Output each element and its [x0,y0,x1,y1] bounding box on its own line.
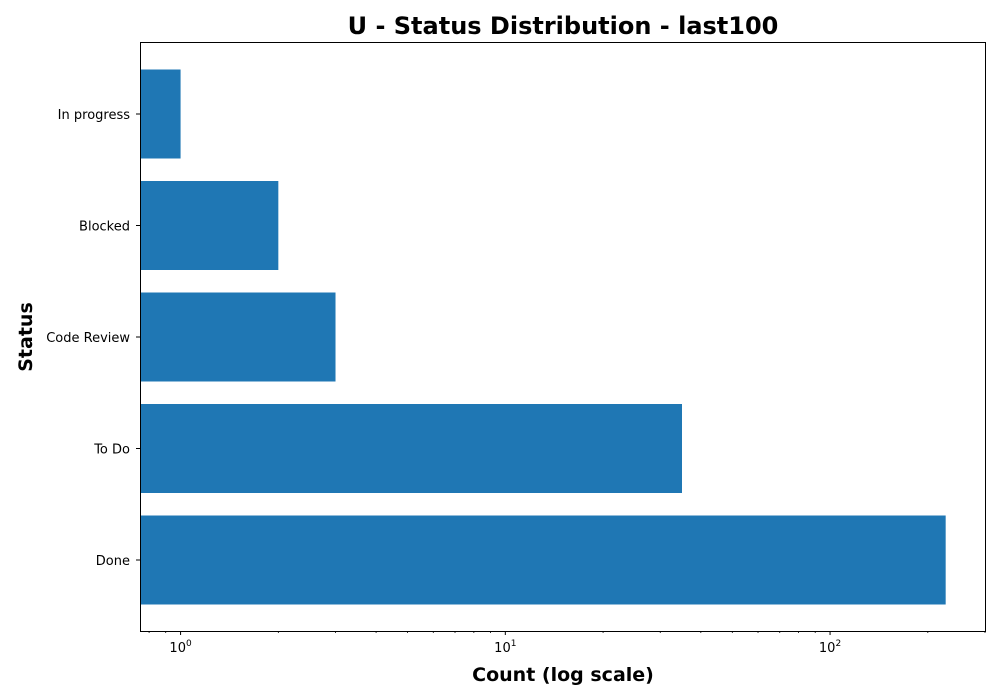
chart-title: U - Status Distribution - last100 [348,12,779,40]
plot-frame [140,42,986,632]
y-tick-label: Blocked [79,220,130,235]
bar-to-do [140,404,682,493]
x-tick-label: 101 [494,639,516,656]
y-axis-label: Status [15,302,37,372]
y-tick-label: In progress [58,108,131,123]
x-tick-label: 100 [169,639,192,656]
axis-ticks: Done To Do Code Review Blocked In progress 10… [46,108,986,656]
y-tick-label: Done [96,554,130,569]
y-tick-label: Code Review [46,331,130,346]
bar-in-progress [140,69,181,159]
y-tick-label: To Do [93,443,130,458]
bar-done [140,515,946,605]
bar-code-review [140,292,336,382]
x-axis-label: Count (log scale) [472,664,654,686]
x-tick-label: 102 [819,639,841,656]
bars [140,69,946,605]
bar-blocked [140,181,279,270]
